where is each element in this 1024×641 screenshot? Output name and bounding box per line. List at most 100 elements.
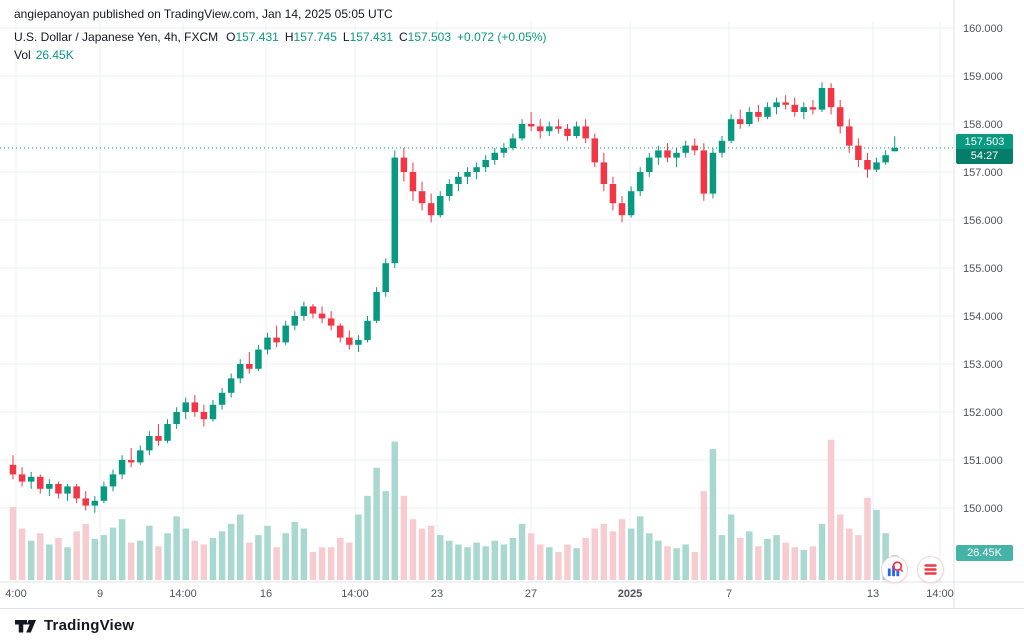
time-tick-label[interactable]: 9 [97,588,103,600]
time-tick-label[interactable]: 14:00 [926,588,954,600]
volume-bar [227,523,235,580]
price-tick-label[interactable]: 156.000 [963,215,1003,227]
tradingview-logo-icon[interactable] [14,616,37,634]
low-label: L [342,30,350,44]
volume-bar [664,546,671,580]
candle-body [846,126,853,146]
volume-bar [300,528,308,580]
candle-body [282,325,289,343]
candle-body [536,126,544,132]
price-tick-label[interactable]: 154.000 [963,311,1003,323]
candle-body [55,484,62,494]
volume-bar [273,547,280,580]
candle-body [736,119,744,124]
candle-body [718,140,726,153]
volume-bar [873,509,880,580]
time-tick-label[interactable]: 13 [867,588,879,600]
candle-body [418,191,426,204]
volume-bar [718,535,726,580]
tradingview-brand-text[interactable]: TradingView [44,616,135,634]
volume-bar [500,544,508,580]
time-tick-label[interactable]: 7 [726,588,732,600]
candle-body [636,172,644,192]
candle-body [727,119,735,141]
volume-bar [418,528,426,580]
volume-bar [600,523,608,580]
reaction-buttons [882,557,943,582]
volume-bar [773,535,780,580]
candle-body [118,460,126,475]
price-tick-label[interactable]: 150.000 [963,503,1003,515]
candle-body [473,167,480,172]
volume-bar [46,544,53,580]
volume-readout: Vol 26.45K [14,47,546,64]
change-value: +0.072 (+0.05%) [457,30,547,44]
candle-body [355,340,362,345]
candle-body [346,337,353,345]
close-value: 157.503 [407,30,452,44]
open-label: O [226,30,236,44]
volume-bar [518,523,526,580]
candle-body [73,486,80,499]
candle-body [327,318,335,326]
price-tick-label[interactable]: 159.000 [963,71,1003,83]
candle-body [155,436,162,441]
volume-bar [791,547,798,580]
candle-body [9,464,17,475]
candle-body [373,292,380,321]
time-tick-label[interactable]: 27 [525,588,537,600]
candle-body [400,157,408,172]
volume-bar [73,531,80,580]
time-tick-label[interactable]: 14:00 [341,588,369,600]
volume-bar [782,542,789,580]
volume-bar [482,546,489,580]
price-tick-label[interactable]: 152.000 [963,407,1003,419]
volume-bar [673,548,680,580]
candle-body [855,145,862,160]
volume-bar [655,540,662,580]
symbol-title[interactable]: U.S. Dollar / Japanese Yen, 4h, FXCM [14,30,219,44]
price-tick-label[interactable]: 158.000 [963,119,1003,131]
price-tick-label[interactable]: 151.000 [963,455,1003,467]
volume-bar [627,528,635,580]
volume-value: 26.45K [35,48,74,62]
candle-body [573,126,580,136]
candle-body [291,316,299,326]
volume-bar [182,528,189,580]
price-tick-label[interactable]: 153.000 [963,359,1003,371]
volume-bar [727,514,735,580]
red-stripes-emoji-button[interactable] [918,557,943,582]
volume-bar [291,522,299,580]
red-stripes-icon [924,564,937,575]
open-value: 157.431 [235,30,279,44]
candle-body [64,486,71,494]
price-tick-label[interactable]: 155.000 [963,263,1003,275]
volume-bar [400,495,408,580]
time-tick-label[interactable]: 16 [260,588,272,600]
volume-bar [864,497,871,580]
volume-bar [427,525,435,580]
candle-body [27,476,35,482]
chart-magnifier-emoji-button[interactable] [882,557,907,582]
candle-body [273,337,280,343]
time-tick-label[interactable]: 23 [431,588,443,600]
volume-bar [818,523,826,580]
time-tick-label[interactable]: 2025 [618,588,642,600]
volume-bar [27,540,35,580]
volume-bar [546,547,553,580]
candle-body [109,474,117,487]
time-tick-label[interactable]: 14:00 [169,588,197,600]
volume-bar [691,551,698,580]
volume-bar [209,537,217,580]
candle-body [455,176,462,184]
volume-bar [309,551,317,580]
price-tick-label[interactable]: 160.000 [963,23,1003,35]
volume-bar [64,547,71,580]
candle-body [618,203,626,216]
price-tick-label[interactable]: 157.000 [963,167,1003,179]
volume-bar [646,533,653,580]
time-tick-label[interactable]: 4:00 [5,588,26,600]
attribution-text: angiepanoyan published on TradingView.co… [14,7,393,21]
candle-body [255,349,262,369]
